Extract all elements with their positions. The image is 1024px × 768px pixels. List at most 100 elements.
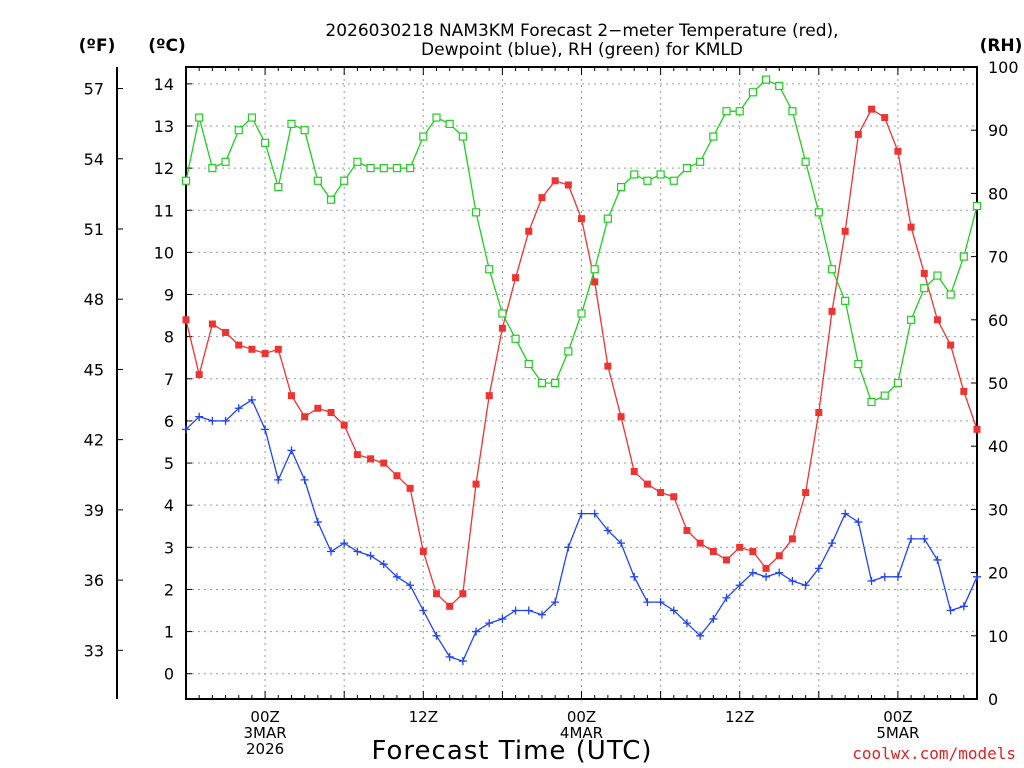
temperature-point xyxy=(868,105,876,113)
rh-point xyxy=(946,290,955,299)
temperature-point xyxy=(472,480,480,488)
rh-point xyxy=(933,271,942,280)
rh-point xyxy=(682,164,692,173)
fahrenheit-tick-label: 36 xyxy=(84,571,104,590)
temperature-point xyxy=(723,556,731,564)
temperature-point xyxy=(538,194,546,202)
dewpoint-point xyxy=(406,581,415,590)
temperature-point xyxy=(551,177,559,185)
rh-point xyxy=(761,75,771,84)
dewpoint-point xyxy=(669,606,678,615)
temperature-point xyxy=(314,404,322,412)
rh-point xyxy=(854,359,863,369)
time-tick-label: 4MAR xyxy=(560,724,603,742)
rh-point xyxy=(551,378,560,388)
dewpoint-point xyxy=(946,606,955,615)
temperature-point xyxy=(960,387,968,395)
rh-tick-label: 100 xyxy=(988,58,1019,77)
chart-title-line-2: Dewpoint (blue), RH (green) for KMLD xyxy=(421,40,743,60)
celsius-tick-label: 2 xyxy=(164,580,174,599)
grid-layer xyxy=(186,67,977,699)
rh-point xyxy=(511,334,520,343)
rh-point xyxy=(261,138,270,147)
time-tick-label: 00Z xyxy=(883,708,912,726)
dewpoint-point xyxy=(841,509,850,518)
rh-point xyxy=(630,170,639,179)
dewpoint-point xyxy=(340,539,349,548)
temperature-point xyxy=(709,548,717,556)
temperature-point xyxy=(643,480,651,488)
rh-point xyxy=(524,359,533,369)
celsius-tick-label: 10 xyxy=(154,243,174,262)
rh-tick-label: 90 xyxy=(988,121,1008,140)
dewpoint-point xyxy=(722,593,731,602)
dewpoint-point xyxy=(748,568,757,577)
dewpoint-point xyxy=(551,598,560,607)
rh-point xyxy=(906,315,916,324)
dewpoint-point xyxy=(511,606,520,615)
temperature-point xyxy=(432,590,440,598)
fahrenheit-tick-label: 45 xyxy=(84,360,104,379)
temperature-point xyxy=(419,548,427,556)
rh-point xyxy=(195,113,204,122)
dewpoint-point xyxy=(643,598,652,607)
dewpoint-point xyxy=(300,475,309,484)
temperature-point xyxy=(775,552,783,560)
temperature-point xyxy=(512,274,520,282)
rh-point xyxy=(867,397,876,407)
fahrenheit-unit-label: (ºF) xyxy=(79,36,116,56)
dewpoint-point xyxy=(827,539,836,548)
dewpoint-point xyxy=(696,631,705,640)
rh-point xyxy=(959,252,968,261)
celsius-tick-label: 9 xyxy=(164,286,174,305)
dewpoint-point xyxy=(366,551,375,560)
rh-point xyxy=(340,176,349,185)
fahrenheit-tick-label: 54 xyxy=(84,150,104,169)
time-tick-label: 00Z xyxy=(250,708,279,726)
dewpoint-point xyxy=(524,606,533,615)
temperature-point xyxy=(459,590,467,598)
dewpoint-point xyxy=(973,572,981,581)
dewpoint-point xyxy=(893,572,902,581)
celsius-tick-label: 6 xyxy=(164,412,174,431)
rh-point xyxy=(590,265,599,274)
rh-point xyxy=(353,157,362,166)
rh-point xyxy=(972,201,982,211)
rh-tick-label: 70 xyxy=(988,248,1008,267)
celsius-tick-label: 0 xyxy=(164,665,174,684)
temperature-point xyxy=(287,392,295,400)
dewpoint-point xyxy=(682,619,691,628)
temperature-point xyxy=(802,489,810,497)
dewpoint-point xyxy=(603,526,612,535)
temperature-point xyxy=(973,425,981,433)
time-tick-label: 2026 xyxy=(246,740,284,758)
rh-point xyxy=(722,107,731,116)
dewpoint-point xyxy=(788,577,797,586)
rh-point xyxy=(564,347,573,356)
celsius-tick-label: 14 xyxy=(154,75,174,94)
rh-point xyxy=(234,126,243,135)
dewpoint-point xyxy=(445,652,454,661)
dewpoint-point xyxy=(485,619,494,628)
dewpoint-point xyxy=(221,416,230,425)
temperature-point xyxy=(208,320,216,328)
temperature-point xyxy=(222,328,230,336)
temperature-point xyxy=(261,350,269,358)
rh-point xyxy=(379,164,388,173)
rh-tick-label: 10 xyxy=(988,627,1008,646)
dewpoint-point xyxy=(617,539,626,548)
series-layer xyxy=(181,75,982,666)
rh-point xyxy=(788,107,797,116)
rh-point xyxy=(471,208,481,217)
rh-point xyxy=(208,164,217,173)
rh-point xyxy=(920,284,929,293)
chart-title-line-1: 2026030218 NAM3KM Forecast 2−meter Tempe… xyxy=(325,21,838,41)
rh-point xyxy=(313,176,322,185)
temperature-point xyxy=(564,181,572,189)
temperature-point xyxy=(894,147,902,155)
dewpoint-point xyxy=(709,614,718,623)
time-tick-label: 12Z xyxy=(725,708,754,726)
temperature-point xyxy=(248,345,256,353)
rh-point xyxy=(603,214,612,223)
